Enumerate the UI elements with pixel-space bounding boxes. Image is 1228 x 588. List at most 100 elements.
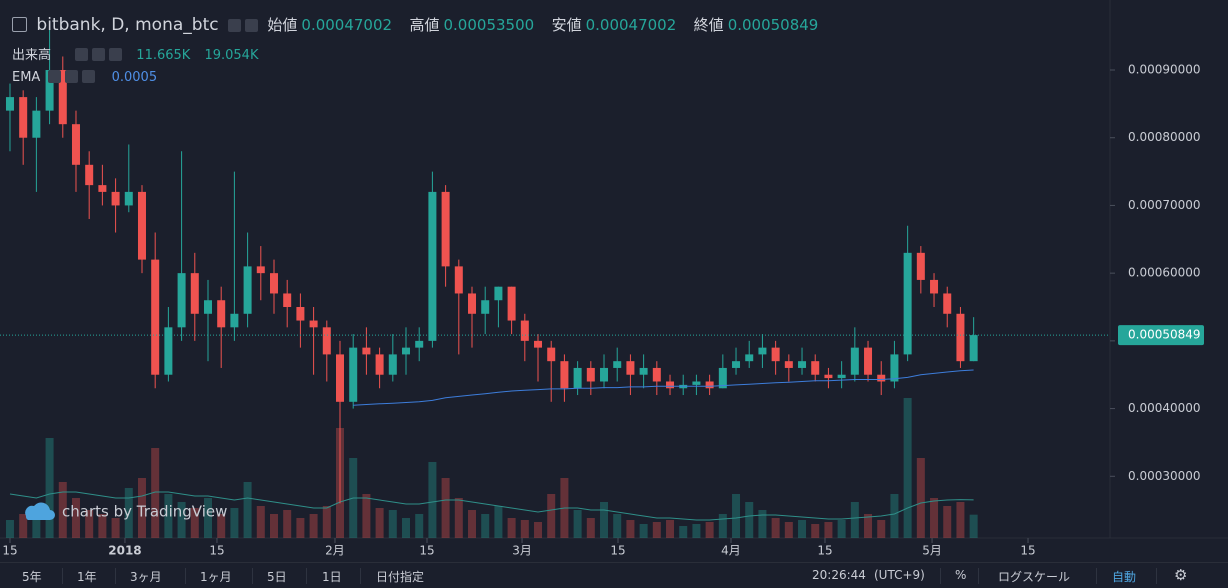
volume-bar <box>877 520 886 538</box>
candle-body <box>151 259 160 375</box>
candle-body <box>283 293 292 308</box>
volume-bar <box>547 494 556 538</box>
candle-body <box>903 252 912 355</box>
candle-body <box>203 300 212 314</box>
volume-bar <box>468 510 477 538</box>
ohlc-label: 高値 <box>409 16 440 34</box>
range-button[interactable]: 5日 <box>267 570 287 584</box>
ohlc-value: 0.00050849 <box>727 16 819 34</box>
date-range-button[interactable]: 日付指定 <box>376 570 425 584</box>
volume-bar <box>798 520 807 538</box>
volume-bar <box>639 524 648 538</box>
y-tick-label: 0.00030000 <box>1128 469 1201 483</box>
gear-icon[interactable] <box>92 48 106 61</box>
range-button[interactable]: 1ヶ月 <box>200 570 232 584</box>
candle-body <box>137 191 146 260</box>
candle-body <box>692 381 701 385</box>
volume-value: 11.665K <box>136 48 191 63</box>
volume-bar <box>586 518 595 538</box>
candle-body <box>441 191 450 267</box>
x-tick-label: 15 <box>2 544 17 558</box>
candle-body <box>111 191 120 206</box>
candle-body <box>811 361 820 375</box>
candle-body <box>705 381 714 389</box>
watermark: charts by TradingView <box>25 502 227 521</box>
x-tick-label: 3月 <box>512 544 532 558</box>
candle-body <box>415 340 424 348</box>
ohlc-label: 終値 <box>693 16 724 34</box>
last-price-tag <box>1118 325 1204 346</box>
candle-body <box>45 70 54 111</box>
x-tick-label: 4月 <box>721 544 741 558</box>
candle-body <box>639 367 648 375</box>
header: bitbank, D, mona_btc 始値 0.00047002 高値 0.00… <box>12 14 822 35</box>
volume-bar <box>705 522 714 538</box>
candle-body <box>71 124 80 165</box>
volume-bar <box>296 518 305 538</box>
ohlc-value: 0.00053500 <box>443 16 535 34</box>
candle-body <box>190 273 199 314</box>
clock: 20:26:44 <box>812 568 866 582</box>
candle-body <box>349 347 358 402</box>
percent-toggle[interactable]: % <box>955 568 967 582</box>
eye-icon[interactable] <box>48 70 62 83</box>
y-tick-label: 0.00040000 <box>1128 401 1201 415</box>
volume-bar <box>362 494 371 538</box>
range-button[interactable]: 1日 <box>322 570 342 584</box>
x-tick-label: 5月 <box>922 544 942 558</box>
candle-body <box>930 279 939 294</box>
volume-bar <box>71 498 80 538</box>
volume-bar <box>375 508 384 538</box>
auto-scale-toggle[interactable]: 自動 <box>1112 570 1137 584</box>
volume-bar <box>441 478 450 538</box>
candle-body <box>32 110 41 138</box>
collapse-icon[interactable] <box>12 17 27 32</box>
candle-body <box>296 307 305 321</box>
candle-body <box>269 273 278 294</box>
volume-bar <box>256 506 265 538</box>
volume-bar <box>230 508 239 538</box>
candle-body <box>322 327 331 355</box>
candle-body <box>217 300 226 328</box>
volume-bar <box>534 522 543 538</box>
candle-body <box>58 70 67 125</box>
candle-body <box>943 293 952 314</box>
candle-body <box>771 347 780 362</box>
close-icon[interactable] <box>82 70 96 83</box>
candle-body <box>600 367 609 382</box>
range-button[interactable]: 3ヶ月 <box>130 570 162 584</box>
candle-body <box>784 361 793 368</box>
candle-body <box>745 354 754 362</box>
volume-bar <box>32 508 41 538</box>
eye-icon[interactable] <box>75 48 89 61</box>
volume-bar <box>203 498 212 538</box>
volume-legend: 出来高 11.665K 19.054K <box>12 44 262 63</box>
timezone[interactable]: (UTC+9) <box>874 568 925 582</box>
log-scale-toggle[interactable]: ログスケール <box>998 570 1071 584</box>
range-button[interactable]: 5年 <box>22 570 42 584</box>
volume-bar <box>890 494 899 538</box>
y-tick-label: 0.00090000 <box>1128 63 1201 77</box>
close-icon[interactable] <box>109 48 123 61</box>
volume-bar <box>137 478 146 538</box>
eye-icon[interactable] <box>227 19 241 32</box>
candle-body <box>335 354 344 402</box>
x-tick-label: 15 <box>209 544 224 558</box>
volume-bar <box>969 514 978 538</box>
volume-bar <box>573 510 582 538</box>
gear-icon[interactable] <box>244 19 258 32</box>
volume-bar <box>784 522 793 538</box>
chart: 0.000300000.000400000.000500000.00060000… <box>0 0 1228 558</box>
candle-body <box>969 335 978 362</box>
volume-bar <box>613 514 622 538</box>
bottom-toolbar: 5年 1年 3ヶ月 1ヶ月 5日 1日 日付指定 20:26:44 (UTC+9… <box>0 562 1228 588</box>
volume-bar <box>98 514 107 538</box>
gear-icon[interactable] <box>65 70 79 83</box>
x-tick-label: 15 <box>817 544 832 558</box>
settings-icon[interactable]: ⚙ <box>1174 566 1188 584</box>
candle-body <box>626 361 635 375</box>
ohlc-label: 安値 <box>551 16 582 34</box>
candle-body <box>652 367 661 382</box>
volume-bar <box>916 458 925 538</box>
range-button[interactable]: 1年 <box>77 570 97 584</box>
